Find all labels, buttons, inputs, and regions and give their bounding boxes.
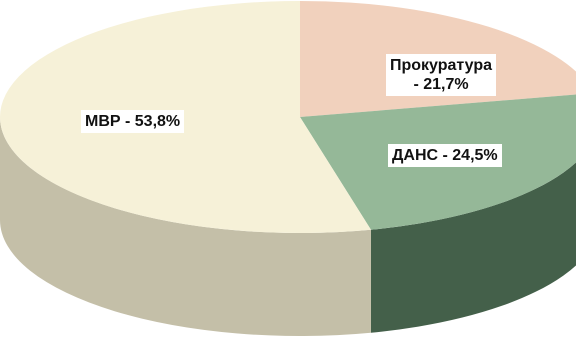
slice-label-mvr: МВР - 53,8% (81, 110, 185, 133)
slice-label-prokuratura: Прокуратура - 21,7% (386, 54, 497, 96)
slice-label-prokuratura-line2: - 21,7% (413, 76, 469, 93)
pie-side-dans (370, 162, 576, 333)
pie-tops (0, 1, 576, 233)
slice-label-prokuratura-line1: Прокуратура (390, 57, 493, 74)
slice-label-dans-text: ДАНС - 24,5% (392, 147, 498, 164)
slice-label-dans: ДАНС - 24,5% (388, 144, 502, 167)
pie-sides (0, 117, 576, 336)
slice-label-mvr-text: МВР - 53,8% (85, 113, 181, 130)
pie-side-mvr (0, 117, 371, 336)
pie-slice-mvr (0, 1, 371, 233)
